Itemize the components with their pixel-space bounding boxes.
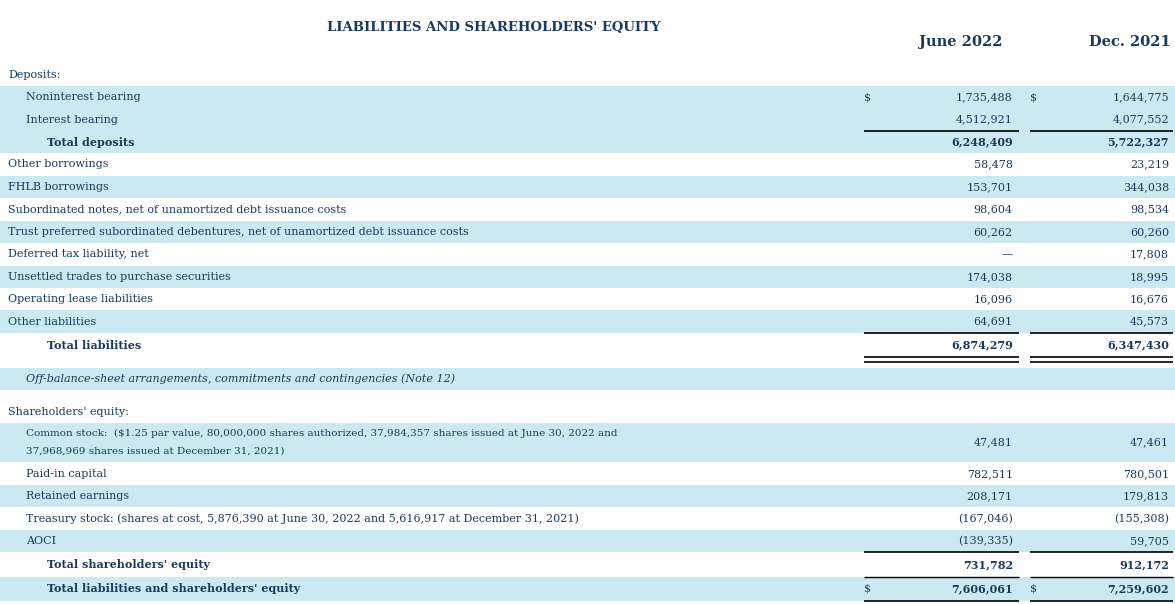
Text: Trust preferred subordinated debentures, net of unamortized debt issuance costs: Trust preferred subordinated debentures,… (8, 227, 469, 237)
Text: Shareholders' equity:: Shareholders' equity: (8, 406, 129, 417)
Text: 18,995: 18,995 (1130, 272, 1169, 281)
Bar (0, 266, 1175, 288)
Bar (0, 153, 1175, 176)
Bar (0, 108, 1175, 131)
Text: Subordinated notes, net of unamortized debt issuance costs: Subordinated notes, net of unamortized d… (8, 204, 347, 214)
Bar (0, 288, 1175, 310)
Text: Operating lease liabilities: Operating lease liabilities (8, 294, 153, 304)
Bar (0, 423, 1175, 463)
Text: Total shareholders' equity: Total shareholders' equity (47, 559, 210, 570)
Bar (0, 400, 1175, 423)
Text: 4,512,921: 4,512,921 (956, 115, 1013, 124)
Text: 1,644,775: 1,644,775 (1113, 92, 1169, 102)
Bar (0, 220, 1175, 243)
Text: 1,735,488: 1,735,488 (956, 92, 1013, 102)
Text: 912,172: 912,172 (1120, 559, 1169, 570)
Text: AOCI: AOCI (26, 536, 56, 546)
Text: 37,968,969 shares issued at December 31, 2021): 37,968,969 shares issued at December 31,… (26, 447, 284, 456)
Text: 98,604: 98,604 (974, 204, 1013, 214)
Bar (0, 507, 1175, 530)
Text: 64,691: 64,691 (974, 316, 1013, 327)
Text: 6,347,430: 6,347,430 (1107, 339, 1169, 350)
Text: 780,501: 780,501 (1123, 469, 1169, 479)
Text: Retained earnings: Retained earnings (26, 491, 129, 501)
Text: 4,077,552: 4,077,552 (1113, 115, 1169, 124)
Text: 174,038: 174,038 (967, 272, 1013, 281)
Text: 153,701: 153,701 (967, 182, 1013, 192)
Text: Noninterest bearing: Noninterest bearing (26, 92, 141, 102)
Text: $: $ (864, 92, 871, 102)
Bar (0, 485, 1175, 507)
Bar (0, 367, 1175, 390)
Bar (0, 86, 1175, 108)
Text: 47,461: 47,461 (1130, 438, 1169, 448)
Text: (139,335): (139,335) (958, 536, 1013, 546)
Bar (0, 176, 1175, 198)
Text: 16,096: 16,096 (974, 294, 1013, 304)
Text: FHLB borrowings: FHLB borrowings (8, 182, 109, 192)
Text: 47,481: 47,481 (974, 438, 1013, 448)
Text: 16,676: 16,676 (1130, 294, 1169, 304)
Bar (0, 530, 1175, 552)
Text: 5,722,327: 5,722,327 (1108, 137, 1169, 147)
Text: —: — (1002, 249, 1013, 259)
Text: 6,248,409: 6,248,409 (951, 137, 1013, 147)
Text: Other liabilities: Other liabilities (8, 316, 96, 327)
Text: 782,511: 782,511 (967, 469, 1013, 479)
Text: Unsettled trades to purchase securities: Unsettled trades to purchase securities (8, 272, 231, 281)
Text: 731,782: 731,782 (962, 559, 1013, 570)
Bar (0, 357, 1175, 367)
Text: 58,478: 58,478 (974, 159, 1013, 170)
Text: LIABILITIES AND SHAREHOLDERS' EQUITY: LIABILITIES AND SHAREHOLDERS' EQUITY (327, 21, 660, 34)
Text: June 2022: June 2022 (919, 35, 1003, 50)
Bar (0, 131, 1175, 153)
Text: $: $ (864, 584, 871, 594)
Text: 208,171: 208,171 (967, 491, 1013, 501)
Text: 344,038: 344,038 (1123, 182, 1169, 192)
Text: Interest bearing: Interest bearing (26, 115, 118, 124)
Text: Dec. 2021: Dec. 2021 (1089, 35, 1171, 50)
Bar (0, 63, 1175, 86)
Text: 23,219: 23,219 (1130, 159, 1169, 170)
Text: (167,046): (167,046) (958, 513, 1013, 524)
Bar (0, 333, 1175, 357)
Bar (0, 552, 1175, 577)
Text: 59,705: 59,705 (1130, 536, 1169, 546)
Bar (0, 463, 1175, 485)
Text: Deposits:: Deposits: (8, 69, 61, 80)
Bar (0, 243, 1175, 266)
Text: 7,606,061: 7,606,061 (952, 583, 1013, 594)
Text: 45,573: 45,573 (1130, 316, 1169, 327)
Text: 179,813: 179,813 (1123, 491, 1169, 501)
Bar (0, 390, 1175, 400)
Bar (0, 577, 1175, 601)
Text: Treasury stock: (shares at cost, 5,876,390 at June 30, 2022 and 5,616,917 at Dec: Treasury stock: (shares at cost, 5,876,3… (26, 513, 579, 524)
Text: (155,308): (155,308) (1114, 513, 1169, 524)
Text: Deferred tax liability, net: Deferred tax liability, net (8, 249, 149, 259)
Text: $: $ (1030, 584, 1038, 594)
Text: 17,808: 17,808 (1130, 249, 1169, 259)
Text: $: $ (1030, 92, 1038, 102)
Text: 7,259,602: 7,259,602 (1108, 583, 1169, 594)
Text: Off-balance-sheet arrangements, commitments and contingencies (Note 12): Off-balance-sheet arrangements, commitme… (26, 373, 455, 384)
Text: 98,534: 98,534 (1130, 204, 1169, 214)
Text: 60,262: 60,262 (974, 227, 1013, 237)
Text: Total liabilities and shareholders' equity: Total liabilities and shareholders' equi… (47, 583, 301, 594)
Bar (0, 310, 1175, 333)
Text: Paid-in capital: Paid-in capital (26, 469, 107, 479)
Text: Total deposits: Total deposits (47, 137, 134, 147)
Text: Total liabilities: Total liabilities (47, 339, 141, 350)
Text: Common stock:  ($1.25 par value, 80,000,000 shares authorized, 37,984,357 shares: Common stock: ($1.25 par value, 80,000,0… (26, 429, 617, 439)
Bar (0, 198, 1175, 220)
Text: 6,874,279: 6,874,279 (951, 339, 1013, 350)
Text: Other borrowings: Other borrowings (8, 159, 109, 170)
Text: 60,260: 60,260 (1130, 227, 1169, 237)
